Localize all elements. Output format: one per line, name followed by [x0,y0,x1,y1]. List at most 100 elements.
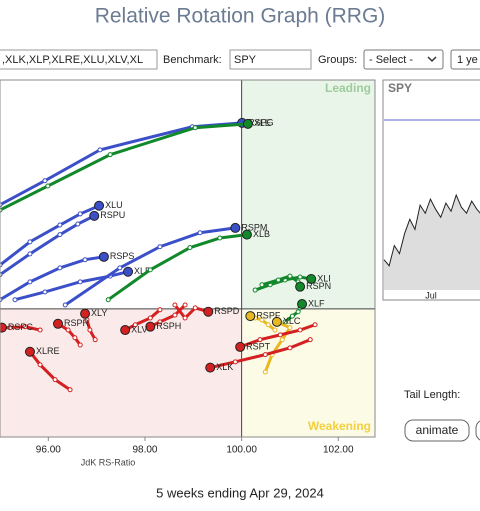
head-point [306,273,317,284]
head-point [120,325,131,336]
head-point [145,321,156,332]
tail-point [147,267,153,273]
series-label: XLV [131,324,147,334]
tail-point [67,387,73,393]
head-point [205,362,216,373]
head-point [94,200,105,211]
animate-text: animate [416,423,459,437]
series-label: XLE [254,118,271,128]
tail-point [62,302,68,308]
series-label: RSPS [110,251,135,261]
period-text: 1 ye [457,54,478,66]
head-point [203,306,214,317]
title: Relative Rotation Graph (RRG) [95,5,386,28]
series-label: RSPR [64,318,90,328]
tail-point [7,325,13,331]
tail-point [57,222,63,228]
groups-select[interactable] [363,49,444,70]
tail-point [287,345,293,351]
tail-point [57,232,63,238]
tail-point [27,279,33,285]
tail-point [187,245,193,251]
head-point [235,341,246,352]
tail-point [75,221,81,227]
head-point [245,311,256,322]
tail [149,303,187,329]
tail-point [12,297,18,303]
tail-point [232,359,238,365]
tail [28,350,71,392]
footer: 5 weeks ending Apr 29, 2024 [156,485,324,500]
tail [0,122,249,212]
mini-symbol: SPY [388,81,412,95]
tail-point [172,302,178,308]
tail-point [117,265,123,271]
tail-point [27,251,33,257]
tail-point [217,235,223,241]
tail-point [77,279,83,285]
tail-point [262,352,268,358]
tail-point [257,337,263,343]
series-label: XLP [134,266,151,276]
tail-point [57,265,63,271]
tail-point [265,322,271,328]
tail [0,204,100,267]
symbols-input[interactable] [0,49,158,70]
tail-point [259,317,265,323]
mini-line [383,193,480,267]
tail-point [297,274,303,280]
tail-length-label: Tail Length: [404,389,460,401]
tail-point [192,305,198,311]
x-tick-label: 98.00 [132,445,157,456]
tail-point [87,327,93,333]
tail-point [65,327,71,333]
benchmark-text: SPY [234,54,257,66]
tail-point [27,239,33,245]
series-label: RSPM [241,222,267,232]
tail [57,322,82,346]
tail-point [259,282,265,288]
head-point [80,308,91,319]
animate-button[interactable] [404,419,470,442]
groups-text: - Select - [369,54,413,66]
next-button[interactable] [475,420,480,441]
tail-point [182,315,188,321]
tail-point [277,332,283,338]
benchmark-input[interactable] [229,49,312,70]
tail-point [192,125,198,131]
head-point [271,316,282,327]
tail-point [157,319,163,325]
head-point [89,210,100,221]
tail-point [147,315,153,321]
tail-point [307,337,313,343]
head-point [241,229,252,240]
mini-area [384,195,480,290]
plot-frame [0,79,376,438]
tail-point [172,312,178,318]
tail-point [92,337,98,343]
series-label: RSPH [156,321,181,331]
x-axis-label: JdK RS-Ratio [81,457,136,467]
tail-point [45,183,51,189]
series-label: RSPF [256,310,281,320]
x-tick-label: 96.00 [36,445,61,456]
period-select[interactable] [450,49,480,70]
series-label: RSPT [246,341,271,351]
tail-point [252,287,258,293]
series-label: XLI [317,273,331,283]
tail-point [287,325,293,331]
head-point [123,266,134,277]
head-point [52,318,63,329]
series-label: RSPD [214,306,240,316]
tail-point [107,152,113,158]
head-point [230,222,241,233]
series-label: RSPC [8,322,34,332]
mini-chart: SPY Jul [382,79,480,301]
series-label: XLB [253,229,270,239]
head-point [98,251,109,262]
leading-quadrant [241,80,375,309]
series-label: RSPU [100,210,125,220]
tail-point [97,147,103,153]
